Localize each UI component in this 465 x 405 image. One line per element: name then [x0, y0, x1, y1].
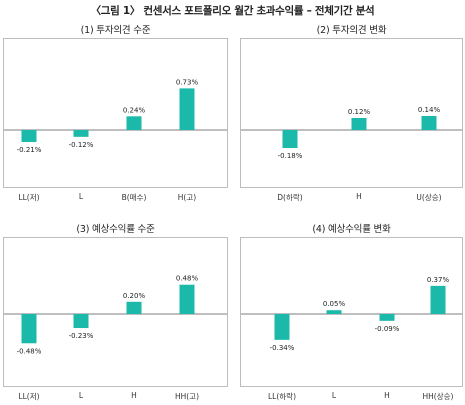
bar-2	[73, 130, 89, 137]
category-label-3: B(매수)	[121, 193, 147, 202]
data-label-2: 0.12%	[348, 108, 371, 116]
data-label-4: 0.73%	[176, 78, 199, 86]
figure-title: 〈그림 1〉 컨센서스 포트폴리오 월간 초과수익률 – 전체기간 분석	[90, 5, 375, 17]
category-label-4: HH(고)	[174, 392, 200, 401]
category-label-2: H	[356, 192, 362, 201]
bar-4	[179, 88, 195, 130]
category-label-2: L	[331, 391, 337, 400]
category-label-3: H	[131, 391, 137, 400]
x-label-row-4: LL(하락) L H HH(상승)	[240, 391, 463, 405]
x-label-row-1: LL(저) L B(매수) H(고)	[3, 192, 228, 206]
data-label-3: -0.09%	[375, 325, 400, 333]
data-label-4: 0.48%	[176, 275, 199, 283]
panel-title-1: (1) 투자의견 수준	[80, 25, 151, 36]
panel-title-2: (2) 투자의견 변화	[316, 25, 387, 36]
category-label-4: HH(상승)	[422, 392, 454, 401]
data-label-1: -0.48%	[17, 347, 42, 355]
bar-4	[179, 284, 195, 314]
chart-svg-2: -0.18% 0.12% 0.14%	[241, 106, 462, 160]
x-label-row-2: D(하락) H U(상승)	[240, 192, 463, 206]
chart-svg-4: -0.34% 0.05% -0.09% 0.37%	[241, 276, 462, 352]
category-label-1: D(하락)	[277, 193, 303, 202]
chart-svg-1: -0.21% -0.12% 0.24% 0.73%	[4, 78, 227, 154]
data-label-2: -0.23%	[69, 332, 94, 340]
data-label-1: -0.34%	[270, 344, 295, 352]
data-label-4: 0.37%	[427, 276, 450, 284]
data-label-3: 0.24%	[123, 106, 146, 114]
category-label-2: L	[78, 391, 84, 400]
bar-2	[351, 118, 367, 130]
category-label-3: U(상승)	[416, 193, 442, 202]
data-label-1: -0.18%	[278, 152, 303, 160]
chart-panel-4: -0.34% 0.05% -0.09% 0.37%	[240, 237, 463, 387]
category-label-1: LL(저)	[18, 392, 40, 401]
bar-1	[274, 314, 290, 340]
category-label-3: H	[384, 391, 390, 400]
data-label-1: -0.21%	[17, 146, 42, 154]
bar-3	[421, 116, 437, 130]
bar-1	[21, 314, 37, 344]
data-label-2: 0.05%	[323, 300, 346, 308]
chart-svg-3: -0.48% -0.23% 0.20% 0.48%	[4, 275, 227, 355]
bar-1	[282, 130, 298, 148]
bar-3	[126, 116, 142, 130]
category-label-2: L	[78, 192, 84, 201]
chart-panel-2: -0.18% 0.12% 0.14%	[240, 38, 463, 188]
chart-panel-3: -0.48% -0.23% 0.20% 0.48%	[3, 237, 228, 387]
category-label-4: H(고)	[177, 193, 197, 202]
data-label-2: -0.12%	[69, 141, 94, 149]
panel-title-3: (3) 예상수익률 수준	[76, 224, 155, 235]
x-label-row-3: LL(저) L H HH(고)	[3, 391, 228, 405]
data-label-3: 0.20%	[123, 292, 146, 300]
chart-panel-1: -0.21% -0.12% 0.24% 0.73%	[3, 38, 228, 188]
bar-4	[430, 285, 446, 314]
bar-3	[379, 314, 395, 321]
bar-1	[21, 130, 37, 142]
category-label-1: LL(저)	[18, 193, 40, 202]
bar-3	[126, 301, 142, 314]
data-label-3: 0.14%	[418, 106, 441, 114]
category-label-1: LL(하락)	[267, 392, 296, 401]
bar-2	[326, 310, 342, 314]
panel-title-4: (4) 예상수익률 변화	[312, 224, 391, 235]
bar-2	[73, 314, 89, 329]
